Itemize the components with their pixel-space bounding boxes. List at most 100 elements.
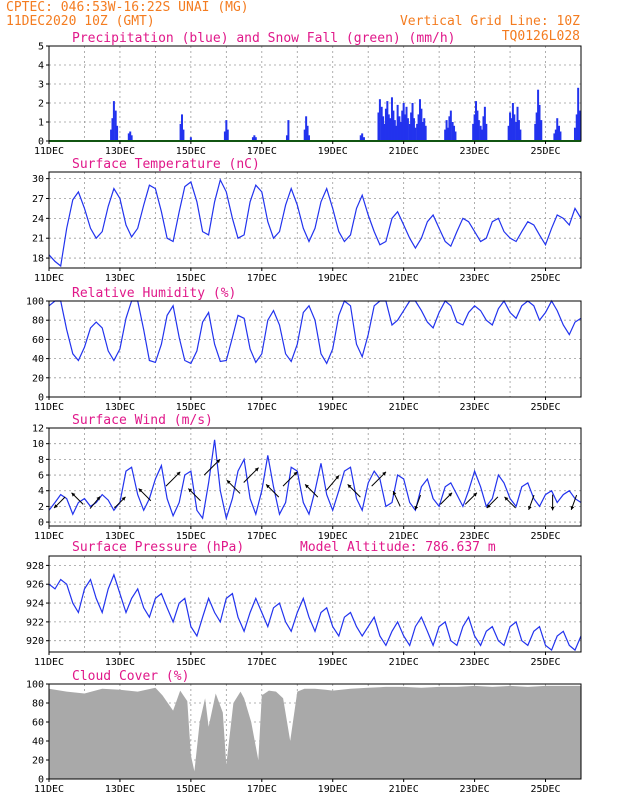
wind-arrow-head	[448, 492, 453, 497]
wind-arrow-head	[54, 504, 58, 509]
rh-xtick-label: 17DEC	[247, 402, 277, 413]
precip-bar	[454, 131, 457, 141]
precip-bar	[479, 125, 482, 141]
wind-arrow-head	[382, 471, 386, 476]
cloud-panel	[46, 683, 582, 782]
rh-ytick-label: 80	[32, 316, 44, 327]
temp-xtick-label: 23DEC	[460, 273, 490, 284]
precip-xtick-label: 23DEC	[460, 146, 490, 157]
pressure-ytick-label: 926	[26, 580, 44, 591]
pressure-xtick-label: 21DEC	[389, 657, 419, 668]
temp-ytick-label: 21	[32, 234, 44, 245]
wind-arrow-head	[570, 505, 575, 510]
wind-ytick-label: 10	[32, 439, 44, 450]
pressure-frame	[48, 555, 582, 653]
temp-xtick-label: 13DEC	[105, 273, 135, 284]
rh-xtick-label: 13DEC	[105, 402, 135, 413]
header-station: CPTEC: 046:53W-16:22S UNAI (MG)	[6, 0, 249, 15]
precip-bar	[483, 106, 486, 141]
wind-title: Surface Wind (m/s)	[72, 413, 213, 428]
wind-arrow-head	[550, 506, 555, 511]
precip-bar	[519, 129, 522, 141]
precip-bar	[285, 135, 288, 141]
precip-bar	[410, 112, 413, 141]
precip-bar	[538, 104, 541, 141]
wind-arrow-head	[293, 471, 298, 476]
header-datetime: 11DEC2020 10Z (GMT)	[6, 14, 155, 29]
wind-ytick-label: 12	[32, 424, 44, 435]
precip-bar	[110, 129, 113, 141]
precip-xtick-label: 13DEC	[105, 146, 135, 157]
pressure-ytick-label: 922	[26, 617, 44, 628]
wind-arrow-head	[305, 484, 309, 489]
precip-bar	[513, 114, 516, 141]
precip-bar	[305, 116, 308, 141]
precip-bar	[399, 122, 402, 141]
precip-bar	[451, 122, 454, 141]
precip-xtick-label: 11DEC	[34, 146, 64, 157]
precip-bar	[453, 125, 456, 141]
wind-ytick-label: 6	[38, 471, 44, 482]
precip-bar	[476, 110, 479, 141]
wind-arrow-head	[121, 496, 126, 501]
temp-panel	[46, 171, 582, 271]
rh-xtick-label: 19DEC	[318, 402, 348, 413]
precip-bar	[444, 129, 447, 141]
precip-bar	[387, 114, 390, 141]
precip-bar	[306, 125, 309, 141]
temp-ytick-label: 27	[32, 194, 44, 205]
pressure-ytick-label: 928	[26, 561, 44, 572]
precip-bar	[395, 125, 398, 141]
wind-arrow-head	[96, 496, 101, 501]
wind-ytick-label: 0	[38, 518, 44, 529]
wind-arrow-head	[414, 505, 419, 510]
precip-bar	[448, 116, 451, 141]
temp-xtick-label: 25DEC	[530, 273, 560, 284]
precip-bar	[383, 123, 386, 141]
wind-arrow-head	[335, 475, 340, 480]
rh-ytick-label: 100	[26, 297, 44, 308]
wind-arrow-head	[266, 484, 270, 489]
precip-bar	[556, 118, 559, 141]
precip-bar	[111, 118, 114, 141]
cloud-xtick-label: 11DEC	[34, 784, 64, 795]
precip-bar	[408, 123, 411, 141]
precip-bar	[405, 106, 408, 141]
precip-bar	[127, 133, 130, 141]
precip-ytick-label: 5	[38, 42, 44, 53]
precip-bar	[287, 120, 290, 141]
precip-bar	[179, 123, 182, 141]
precip-frame	[48, 45, 582, 142]
cloud-xtick-label: 15DEC	[176, 784, 206, 795]
wind-ytick-label: 8	[38, 455, 44, 466]
precip-bar	[420, 108, 423, 141]
cloud-ytick-label: 0	[38, 775, 44, 786]
wind-arrow-head	[138, 488, 143, 493]
precip-bar	[223, 131, 226, 141]
precip-bar	[389, 118, 392, 141]
precip-bar	[307, 135, 310, 141]
precip-bar	[481, 129, 484, 141]
cloud-xtick-label: 19DEC	[318, 784, 348, 795]
cloud-ytick-label: 100	[26, 680, 44, 691]
precip-ytick-label: 2	[38, 99, 44, 110]
precip-bar	[515, 122, 518, 141]
precip-bar	[509, 112, 512, 141]
temp-ytick-label: 18	[32, 254, 44, 265]
pressure-xtick-label: 19DEC	[318, 657, 348, 668]
wind-arrow-head	[486, 504, 491, 509]
cloud-frame	[48, 683, 582, 780]
pressure-xtick-label: 17DEC	[247, 657, 277, 668]
precip-bar	[418, 99, 421, 141]
precip-bar	[510, 118, 513, 141]
precip-bar	[537, 89, 540, 141]
rh-ytick-label: 20	[32, 373, 44, 384]
wind-arrow-head	[188, 488, 193, 493]
precip-ytick-label: 1	[38, 118, 44, 129]
rh-line	[48, 299, 582, 365]
precip-bar	[116, 125, 119, 141]
pressure-panel	[46, 555, 582, 655]
precip-bar	[377, 112, 380, 141]
wind-xtick-label: 11DEC	[34, 531, 64, 542]
